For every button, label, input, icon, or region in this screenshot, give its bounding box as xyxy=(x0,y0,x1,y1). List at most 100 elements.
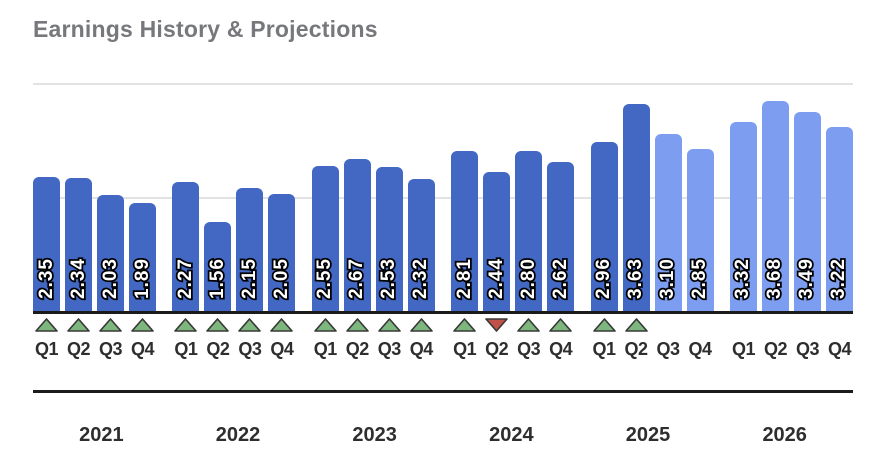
bar-2024-Q1: 2.81 xyxy=(451,150,479,311)
quarter-label: Q4 xyxy=(270,339,294,359)
bar-value-label: 2.05 xyxy=(269,256,294,300)
bar-value-label: 2.85 xyxy=(687,256,712,300)
year-group-2022: 2.27 1.56 2.15 2.05 xyxy=(172,181,296,311)
bar-2022-Q3: 2.15 xyxy=(236,188,264,311)
bar-value-label: 2.27 xyxy=(173,256,198,300)
bar-value-label: 3.22 xyxy=(827,256,852,300)
bar-value-label: 2.03 xyxy=(98,256,123,300)
year-label-2023: 2023 xyxy=(352,424,397,446)
indicator-row xyxy=(33,318,853,332)
quarter-group-2024: Q1 Q2 Q3 Q4 xyxy=(451,338,574,360)
up-triangle-icon xyxy=(408,318,435,332)
bar-2025-Q4: 2.85 xyxy=(686,148,714,311)
up-triangle-icon xyxy=(204,318,231,332)
down-triangle-icon xyxy=(483,318,510,332)
quarter-label: Q1 xyxy=(592,339,617,359)
bar-2021-Q4: 1.89 xyxy=(129,203,156,311)
quarter-group-2022: Q1 Q2 Q3 Q4 xyxy=(172,338,295,360)
year-group-2025: 2.96 3.63 3.10 2.85 xyxy=(590,104,714,311)
bar-value-label: 3.32 xyxy=(731,256,756,300)
bar-value-label: 2.32 xyxy=(409,256,434,300)
bar-2024-Q2: 2.44 xyxy=(483,171,511,311)
up-triangle-icon xyxy=(547,318,574,332)
up-triangle-icon xyxy=(172,318,199,332)
bar-value-label: 2.34 xyxy=(66,256,91,300)
bar-2022-Q1: 2.27 xyxy=(172,181,200,311)
indicator-group-2026 xyxy=(730,318,853,332)
indicator-group-2024 xyxy=(451,318,574,332)
indicator-empty xyxy=(730,318,757,332)
year-label-2024: 2024 xyxy=(489,424,534,446)
quarter-label: Q2 xyxy=(763,339,788,359)
up-triangle-icon xyxy=(451,318,478,332)
gridline-2 xyxy=(33,197,853,199)
bar-2026-Q3: 3.49 xyxy=(793,112,821,311)
year-label-2025: 2025 xyxy=(625,424,671,446)
quarter-group-2026: Q1 Q2 Q3 Q4 xyxy=(730,338,853,360)
quarter-label: Q2 xyxy=(345,339,370,359)
bar-value-label: 3.49 xyxy=(795,256,820,300)
quarter-label: Q3 xyxy=(795,339,820,359)
year-group-2021: 2.35 2.34 2.03 1.89 xyxy=(33,177,156,311)
up-triangle-icon xyxy=(591,318,618,332)
bar-value-label: 2.62 xyxy=(548,256,573,300)
up-triangle-icon xyxy=(268,318,295,332)
quarter-label: Q3 xyxy=(238,339,262,359)
bar-2021-Q1: 2.35 xyxy=(33,177,60,311)
bar-value-label: 3.63 xyxy=(623,256,648,300)
quarter-label: Q1 xyxy=(34,339,59,359)
quarter-label: Q4 xyxy=(409,339,434,359)
quarter-group-2023: Q1 Q2 Q3 Q4 xyxy=(312,338,435,360)
quarter-label: Q2 xyxy=(206,339,230,359)
bar-value-label: 3.10 xyxy=(655,256,680,300)
year-label-2026: 2026 xyxy=(762,424,807,446)
bar-value-label: 2.44 xyxy=(484,256,509,300)
up-triangle-icon xyxy=(65,318,92,332)
bar-2024-Q3: 2.80 xyxy=(515,151,543,311)
bar-groups: 2.35 2.34 2.03 1.89 2.27 1.56 2.15 2.05 2.55 2.67… xyxy=(33,63,853,311)
bar-value-label: 2.55 xyxy=(313,256,338,300)
indicator-group-2022 xyxy=(172,318,295,332)
year-label-2021: 2021 xyxy=(79,424,124,446)
quarter-label: Q2 xyxy=(66,339,91,359)
quarter-label: Q2 xyxy=(485,339,509,359)
indicator-empty xyxy=(655,318,682,332)
quarter-label: Q4 xyxy=(827,339,852,359)
up-triangle-icon xyxy=(376,318,403,332)
quarter-label: Q1 xyxy=(731,339,756,359)
quarter-label: Q1 xyxy=(174,339,198,359)
bar-2022-Q2: 1.56 xyxy=(204,222,232,311)
bar-value-label: 3.68 xyxy=(763,256,788,300)
up-triangle-icon xyxy=(236,318,263,332)
quarter-label: Q1 xyxy=(313,339,338,359)
bar-2026-Q4: 3.22 xyxy=(825,127,853,311)
quarter-label: Q3 xyxy=(98,339,123,359)
bar-2026-Q1: 3.32 xyxy=(729,121,757,311)
year-label-row: 2021 2022 2023 2024 2025 2026 xyxy=(33,423,853,447)
year-label-2022: 2022 xyxy=(215,424,261,446)
bar-2022-Q4: 2.05 xyxy=(268,194,296,311)
up-triangle-icon xyxy=(97,318,124,332)
quarter-label-row: Q1 Q2 Q3 Q4 Q1 Q2 Q3 Q4 Q1 Q2 Q3 Q4 Q1 Q2 Q3 Q4 Q1 Q2 Q3 Q4… xyxy=(33,338,853,360)
indicator-group-2023 xyxy=(312,318,435,332)
bar-2023-Q4: 2.32 xyxy=(407,178,435,311)
quarter-label: Q4 xyxy=(688,339,713,359)
chart-area: 2.35 2.34 2.03 1.89 2.27 1.56 2.15 2.05 2.55 2.67… xyxy=(33,63,853,447)
up-triangle-icon xyxy=(344,318,371,332)
bar-value-label: 2.53 xyxy=(377,256,402,300)
indicator-empty xyxy=(762,318,789,332)
indicator-empty xyxy=(687,318,714,332)
quarter-label: Q3 xyxy=(656,339,681,359)
bar-2025-Q1: 2.96 xyxy=(590,142,618,311)
bar-2026-Q2: 3.68 xyxy=(761,101,789,311)
quarter-label: Q2 xyxy=(624,339,649,359)
bar-value-label: 2.15 xyxy=(237,256,262,300)
bar-2025-Q2: 3.63 xyxy=(622,104,650,311)
indicator-group-2025 xyxy=(591,318,714,332)
quarter-label: Q3 xyxy=(517,339,541,359)
bar-2024-Q4: 2.62 xyxy=(547,161,575,311)
quarter-label: Q3 xyxy=(377,339,402,359)
bar-2023-Q2: 2.67 xyxy=(343,158,371,311)
bar-value-label: 2.96 xyxy=(591,256,616,300)
indicator-empty xyxy=(794,318,821,332)
